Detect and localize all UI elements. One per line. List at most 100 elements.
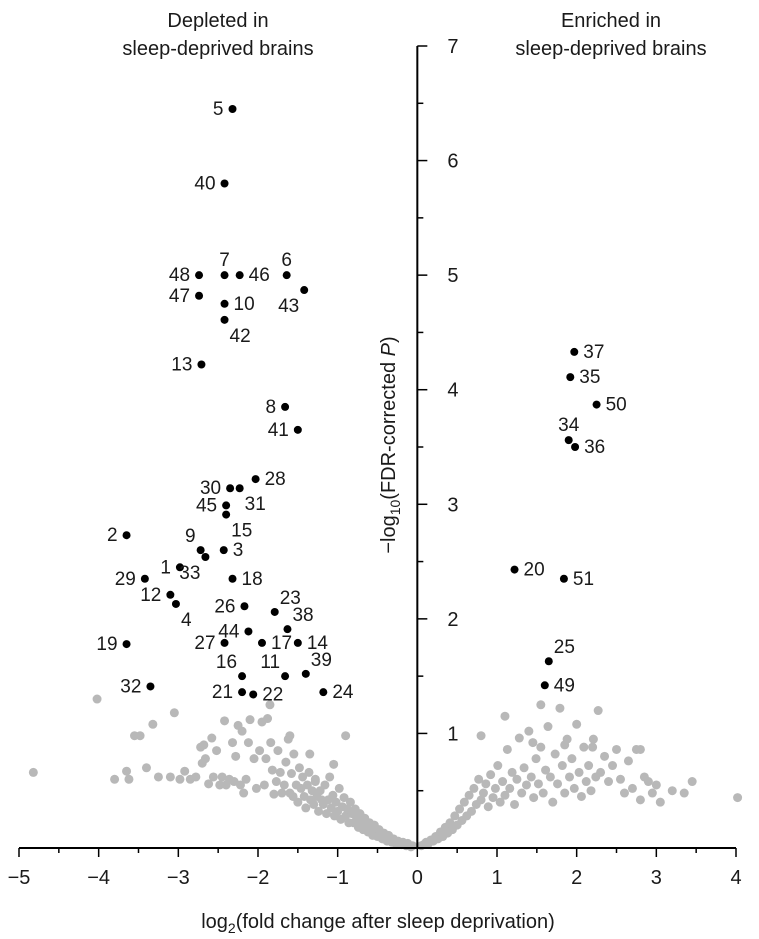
nonsignificant-point bbox=[557, 761, 567, 771]
significant-point bbox=[122, 640, 131, 649]
x-axis-label-main: log bbox=[201, 911, 228, 933]
point-label: 30 bbox=[200, 478, 221, 499]
nonsignificant-point bbox=[301, 803, 311, 813]
nonsignificant-point bbox=[553, 779, 563, 789]
point-label: 6 bbox=[281, 250, 292, 271]
nonsignificant-point bbox=[271, 777, 281, 787]
point-label: 20 bbox=[524, 560, 545, 581]
point-label: 37 bbox=[583, 342, 604, 363]
nonsignificant-point bbox=[500, 790, 510, 800]
nonsignificant-point bbox=[517, 788, 527, 798]
x-tick-label: 2 bbox=[571, 867, 582, 889]
nonsignificant-point bbox=[217, 772, 227, 782]
nonsignificant-point bbox=[314, 806, 324, 816]
nonsignificant-point bbox=[273, 746, 283, 756]
significant-point bbox=[235, 271, 244, 280]
y-axis-label-post: ) bbox=[378, 336, 400, 343]
significant-point bbox=[240, 602, 249, 611]
significant-point bbox=[219, 546, 228, 555]
nonsignificant-point bbox=[310, 777, 320, 787]
x-tick-label: 1 bbox=[491, 867, 502, 889]
y-tick-label: 5 bbox=[447, 265, 458, 287]
nonsignificant-point bbox=[450, 811, 460, 821]
nonsignificant-point bbox=[199, 740, 209, 750]
y-tick-label: 1 bbox=[447, 723, 458, 745]
nonsignificant-point bbox=[215, 780, 225, 790]
significant-point bbox=[564, 436, 573, 445]
nonsignificant-point bbox=[476, 731, 486, 741]
significant-point bbox=[175, 563, 184, 572]
nonsignificant-point bbox=[576, 791, 586, 801]
nonsignificant-point bbox=[266, 738, 276, 748]
y-tick-label: 6 bbox=[447, 151, 458, 173]
nonsignificant-point bbox=[651, 780, 661, 790]
nonsignificant-point bbox=[329, 759, 339, 769]
nonsignificant-point bbox=[345, 797, 355, 807]
nonsignificant-point bbox=[265, 700, 275, 710]
nonsignificant-point bbox=[615, 774, 625, 784]
nonsignificant-point bbox=[269, 789, 279, 799]
y-axis-ticks: 1 2 3 4 5 6 7 bbox=[417, 36, 458, 792]
point-label: 50 bbox=[606, 395, 627, 416]
point-label: 44 bbox=[218, 621, 240, 642]
point-label: 24 bbox=[332, 682, 354, 703]
nonsignificant-point bbox=[550, 749, 560, 759]
significant-point bbox=[220, 271, 229, 280]
point-label: 17 bbox=[271, 633, 292, 654]
nonsignificant-point bbox=[263, 714, 273, 724]
nonsignificant-point bbox=[220, 716, 230, 726]
x-tick-label: −4 bbox=[87, 867, 110, 889]
significant-point bbox=[222, 510, 231, 519]
nonsignificant-point bbox=[191, 772, 201, 782]
nonsignificant-point bbox=[474, 774, 484, 784]
y-axis-label-subscript: 10 bbox=[387, 500, 403, 516]
x-tick-label: 3 bbox=[651, 867, 662, 889]
nonsignificant-point bbox=[623, 756, 633, 766]
point-label: 10 bbox=[234, 294, 255, 315]
point-label: 1 bbox=[160, 557, 171, 578]
nonsignificant-point bbox=[655, 797, 665, 807]
nonsignificant-point bbox=[148, 719, 158, 729]
point-label: 36 bbox=[584, 437, 605, 458]
nonsignificant-point bbox=[281, 757, 291, 767]
significant-point bbox=[293, 638, 302, 647]
annotation-enriched-line1: Enriched in bbox=[561, 10, 661, 32]
nonsignificant-point bbox=[476, 795, 486, 805]
nonsignificant-point bbox=[498, 777, 508, 787]
x-tick-label: −5 bbox=[8, 867, 31, 889]
significant-point bbox=[140, 574, 149, 583]
x-tick-label: −2 bbox=[247, 867, 270, 889]
y-axis-label-italic: P bbox=[378, 342, 400, 356]
nonsignificant-point bbox=[502, 744, 512, 754]
nonsignificant-point bbox=[175, 774, 185, 784]
nonsignificant-point bbox=[574, 767, 584, 777]
x-tick-label: −3 bbox=[167, 867, 190, 889]
x-tick-label: −1 bbox=[326, 867, 349, 889]
nonsignificant-point bbox=[647, 788, 657, 798]
nonsignificant-point bbox=[445, 818, 455, 828]
nonsignificant-point bbox=[600, 751, 610, 761]
significant-point bbox=[196, 546, 205, 555]
nonsignificant-point bbox=[249, 754, 259, 764]
point-label: 32 bbox=[120, 676, 141, 697]
nonsignificant-point bbox=[28, 767, 38, 777]
nonsignificant-point bbox=[572, 719, 582, 729]
nonsignificant-point bbox=[141, 763, 151, 773]
nonsignificant-point bbox=[493, 761, 503, 771]
significant-point bbox=[540, 681, 549, 690]
nonsignificant-point bbox=[538, 788, 548, 798]
point-label: 22 bbox=[262, 684, 283, 705]
nonsignificant-point bbox=[564, 772, 574, 782]
nonsignificant-point bbox=[543, 722, 553, 732]
point-label: 41 bbox=[268, 420, 289, 441]
significant-point bbox=[201, 552, 210, 561]
nonsignificant-point bbox=[478, 788, 488, 798]
significant-point bbox=[195, 271, 204, 280]
nonsignificant-point bbox=[305, 749, 315, 759]
significant-point bbox=[592, 400, 601, 409]
nonsignificant-point bbox=[331, 797, 341, 807]
significant-point bbox=[283, 625, 292, 634]
x-axis-label-subscript: 2 bbox=[228, 920, 236, 936]
point-label: 16 bbox=[216, 652, 237, 673]
significant-point bbox=[238, 672, 247, 681]
